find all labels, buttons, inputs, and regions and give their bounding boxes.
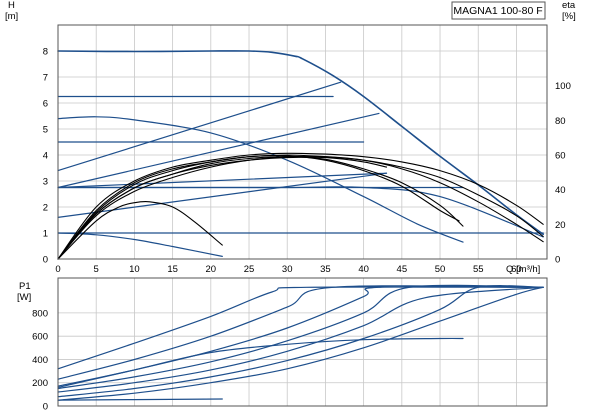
bottom-chart-plot-area [57, 277, 548, 407]
y-axis-unit-m: [m] [5, 11, 18, 22]
p1-tick-label: 200 [32, 378, 48, 389]
x-tick-label: 0 [55, 264, 60, 275]
p1-tick-label: 600 [32, 332, 48, 343]
x-tick-label: 40 [358, 264, 369, 275]
bottom-chart-series [57, 284, 544, 401]
y-tick-label: 4 [43, 151, 48, 162]
efficiency-curve-12 [57, 155, 544, 260]
y-tick-label: 5 [43, 125, 48, 136]
hq-curve-5 [57, 81, 342, 172]
y2-axis-unit-percent: [%] [562, 11, 576, 22]
p1-curve-7 [57, 337, 464, 388]
y-tick-label: 3 [43, 177, 48, 188]
y2-tick-label: 100 [555, 81, 571, 92]
efficiency-curve-17 [57, 200, 223, 260]
efficiency-curve-18 [57, 156, 388, 260]
y-tick-label: 1 [43, 229, 48, 240]
x-tick-label: 10 [129, 264, 140, 275]
x-tick-label: 50 [435, 264, 446, 275]
y-tick-label: 0 [43, 255, 48, 266]
x-axis-label-q: Q [m³/h] [506, 264, 540, 275]
y2-tick-label: 0 [555, 255, 560, 266]
top-chart-plot-area [57, 24, 548, 260]
p1-curve-0 [57, 286, 544, 370]
x-tick-label: 35 [320, 264, 331, 275]
top-chart-frame [57, 24, 548, 260]
y2-axis-label-eta: eta [562, 0, 576, 11]
x-tick-label: 15 [167, 264, 178, 275]
x-tick-label: 60 [511, 264, 522, 275]
x-tick-label: 30 [282, 264, 293, 275]
bottom-chart-grid [57, 278, 547, 407]
y-axis-label-p1: P1 [19, 281, 31, 292]
y-axis-unit-w: [W] [17, 292, 31, 303]
y-axis-label-h: H [8, 0, 15, 11]
p1-curve-1 [57, 285, 544, 380]
x-tick-label: 45 [397, 264, 408, 275]
x-tick-label: 20 [206, 264, 217, 275]
hq-curve-6 [57, 112, 380, 189]
x-tick-label: 25 [244, 264, 255, 275]
chart-title: MAGNA1 100-80 F [453, 5, 542, 17]
p1-curve-4 [57, 286, 544, 393]
y-tick-label: 7 [43, 73, 48, 84]
y2-tick-label: 20 [555, 220, 566, 231]
p1-tick-label: 400 [32, 355, 48, 366]
efficiency-curve-13 [57, 156, 464, 260]
hq-curve-10 [57, 232, 223, 257]
bottom-chart-ticks: 0 200 400 600 800 [32, 308, 48, 412]
y-tick-label: 2 [43, 203, 48, 214]
efficiency-curve-15 [57, 154, 544, 260]
y2-tick-label: 60 [555, 151, 566, 162]
p1-tick-label: 0 [43, 402, 48, 413]
p1-curve-6 [57, 286, 544, 401]
bottom-chart-frame [57, 277, 548, 407]
y-tick-label: 6 [43, 99, 48, 110]
chart-title-box [451, 1, 546, 20]
p1-tick-label: 800 [32, 308, 48, 319]
hq-curve-11 [57, 186, 544, 238]
p1-curve-5 [57, 285, 544, 398]
y2-tick-label: 40 [555, 185, 566, 196]
p1-curve-8 [57, 398, 223, 401]
x-tick-label: 55 [473, 264, 484, 275]
y2-tick-label: 80 [555, 116, 566, 127]
hq-curve-9 [57, 116, 464, 243]
efficiency-curve-16 [57, 152, 544, 260]
top-chart-series [57, 50, 544, 260]
x-tick-label: 5 [94, 264, 99, 275]
hq-curve-8 [57, 172, 388, 189]
hq-curve-0 [57, 50, 544, 236]
y-tick-label: 8 [43, 47, 48, 58]
top-chart-ticks: 0 5 10 15 20 25 30 35 40 45 50 55 600123456780204060… [43, 47, 571, 276]
p1-curve-3 [57, 284, 544, 390]
